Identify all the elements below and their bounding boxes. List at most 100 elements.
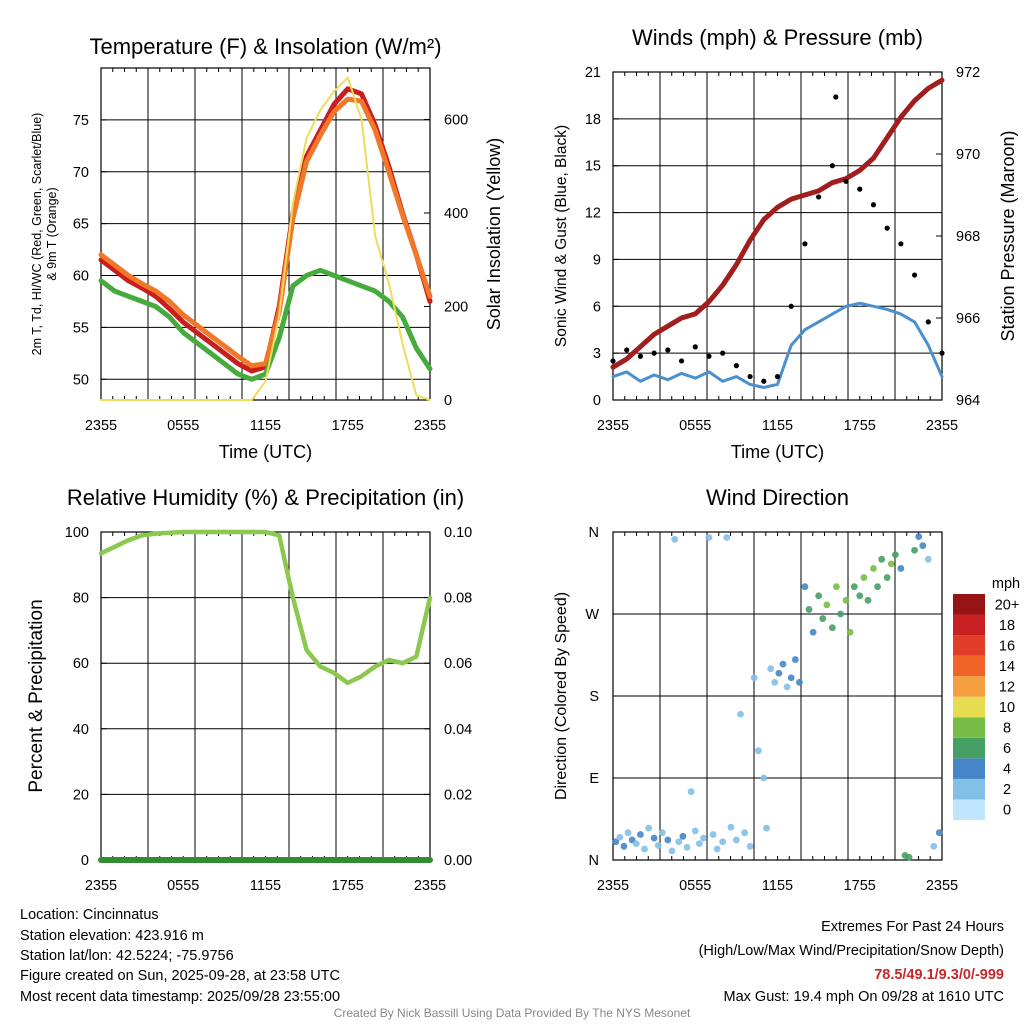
gust-peak-point xyxy=(833,94,839,100)
direction-point xyxy=(668,847,676,855)
direction-point xyxy=(837,610,844,618)
direction-point xyxy=(911,546,918,554)
y2-tick-label-1: 600 xyxy=(444,112,468,128)
y2-axis-label-pressure: Station Pressure (Maroon) xyxy=(998,130,1018,341)
gust-point xyxy=(637,353,644,359)
x-tick-label-1: 2355 xyxy=(414,418,446,434)
y-tick-label-2: 12 xyxy=(585,206,601,222)
y-tick-label-3: 60 xyxy=(73,656,89,672)
y2-tick-label-2: 968 xyxy=(956,229,980,245)
y-tick-label-4: N xyxy=(589,525,599,541)
chart-title-temperature: Temperature (F) & Insolation (W/m²) xyxy=(89,34,441,59)
gust-point xyxy=(610,358,616,364)
gust-point xyxy=(665,347,671,353)
direction-point xyxy=(842,596,850,604)
y2-tick-label-3: 0.08 xyxy=(444,591,472,607)
gust-point xyxy=(870,202,877,208)
colorbar-label: 10 xyxy=(999,700,1015,716)
direction-point xyxy=(616,833,624,841)
direction-point xyxy=(691,827,699,835)
y-tick-label-3: 0 xyxy=(81,853,89,869)
extremes-values: 78.5/49.1/9.3/0/-999 xyxy=(874,967,1004,983)
gust-point xyxy=(761,378,767,384)
colorbar-label: 4 xyxy=(1003,762,1011,778)
series-2m-t xyxy=(98,86,433,374)
y-tick-label-4: E xyxy=(589,771,599,787)
x-tick-label-2: 1755 xyxy=(844,418,876,434)
colorbar-label: 12 xyxy=(999,679,1015,695)
y-tick-label-1: 75 xyxy=(73,113,89,129)
info-latlon: Station lat/lon: 42.5224; -75.9756 xyxy=(20,948,234,964)
colorbar-unit-label: mph xyxy=(992,576,1020,592)
gust-point xyxy=(706,353,712,359)
gust-point xyxy=(843,178,849,184)
y2-tick-label-1: 200 xyxy=(444,299,468,315)
info-location: Location: Cincinnatus xyxy=(20,907,159,923)
x-tick-label-4: 0555 xyxy=(679,878,711,894)
y2-tick-label-3: 0.04 xyxy=(444,722,472,738)
y-tick-label-3: 100 xyxy=(65,525,89,541)
direction-point xyxy=(732,836,740,844)
y-axis-label-temperature-line1: 2m T, Td, HI/WC (Red, Green, Scarlet/Blu… xyxy=(30,113,44,356)
gust-point xyxy=(678,358,685,364)
extremes-max-gust: Max Gust: 19.4 mph On 09/28 at 1610 UTC xyxy=(723,989,1004,1005)
direction-point xyxy=(695,840,703,847)
colorbar-swatch xyxy=(953,594,985,615)
colorbar-label: 2 xyxy=(1003,782,1011,798)
series-2m-td xyxy=(98,267,433,382)
y2-axis-label-insolation: Solar Insolation (Yellow) xyxy=(484,138,504,330)
direction-point xyxy=(870,565,877,572)
colorbar-swatch xyxy=(953,614,985,636)
credit-line: Created By Nick Bassill Using Data Provi… xyxy=(333,1006,691,1020)
colorbar-swatch xyxy=(953,635,985,656)
gust-point xyxy=(692,344,698,350)
y-tick-label-2: 9 xyxy=(593,252,601,268)
direction-point xyxy=(919,542,927,550)
y-tick-label-1: 60 xyxy=(73,269,89,285)
direction-point xyxy=(935,829,943,837)
y-tick-label-2: 6 xyxy=(593,299,601,315)
y-tick-label-3: 80 xyxy=(73,591,89,607)
x-axis-label-temperature: Time (UTC) xyxy=(219,442,312,462)
chart-title-direction: Wind Direction xyxy=(706,485,849,510)
y-tick-label-2: 3 xyxy=(593,346,601,362)
x-tick-label-1: 1755 xyxy=(332,418,364,434)
x-tick-label-2: 2355 xyxy=(926,418,958,434)
series-relative-humidity xyxy=(98,529,433,686)
direction-point xyxy=(897,565,905,572)
direction-point xyxy=(624,829,632,837)
y-tick-label-2: 18 xyxy=(585,112,601,128)
colorbar-swatch xyxy=(953,758,985,779)
colorbar-label: 18 xyxy=(999,618,1015,634)
gust-point xyxy=(939,350,945,356)
direction-point xyxy=(874,583,881,591)
series-station-pressure xyxy=(610,77,945,370)
direction-point xyxy=(905,853,913,861)
y2-tick-label-3: 0.02 xyxy=(444,787,472,803)
y2-tick-label-2: 972 xyxy=(956,65,980,81)
gust-point xyxy=(898,241,904,247)
gust-point xyxy=(788,303,794,309)
series-solar-insolation xyxy=(100,76,431,401)
y-tick-label-4: W xyxy=(585,607,599,623)
extremes-title: Extremes For Past 24 Hours xyxy=(821,919,1004,935)
y-tick-label-1: 70 xyxy=(73,165,89,181)
direction-point xyxy=(719,838,727,846)
direction-point xyxy=(801,583,809,591)
direction-point xyxy=(723,534,731,541)
y-tick-label-3: 40 xyxy=(73,722,89,738)
direction-point xyxy=(860,574,868,581)
direction-point xyxy=(930,842,938,850)
chart-title-winds: Winds (mph) & Pressure (mb) xyxy=(632,25,923,50)
gust-point xyxy=(911,272,918,278)
gust-point xyxy=(857,186,863,192)
direction-point xyxy=(700,834,707,842)
direction-point xyxy=(783,683,791,691)
series-sonic-wind xyxy=(611,301,944,389)
direction-point xyxy=(819,615,827,622)
info-recent: Most recent data timestamp: 2025/09/28 2… xyxy=(20,989,341,1005)
direction-point xyxy=(796,678,803,686)
gust-point xyxy=(651,350,657,356)
colorbar-label: 8 xyxy=(1003,721,1011,737)
